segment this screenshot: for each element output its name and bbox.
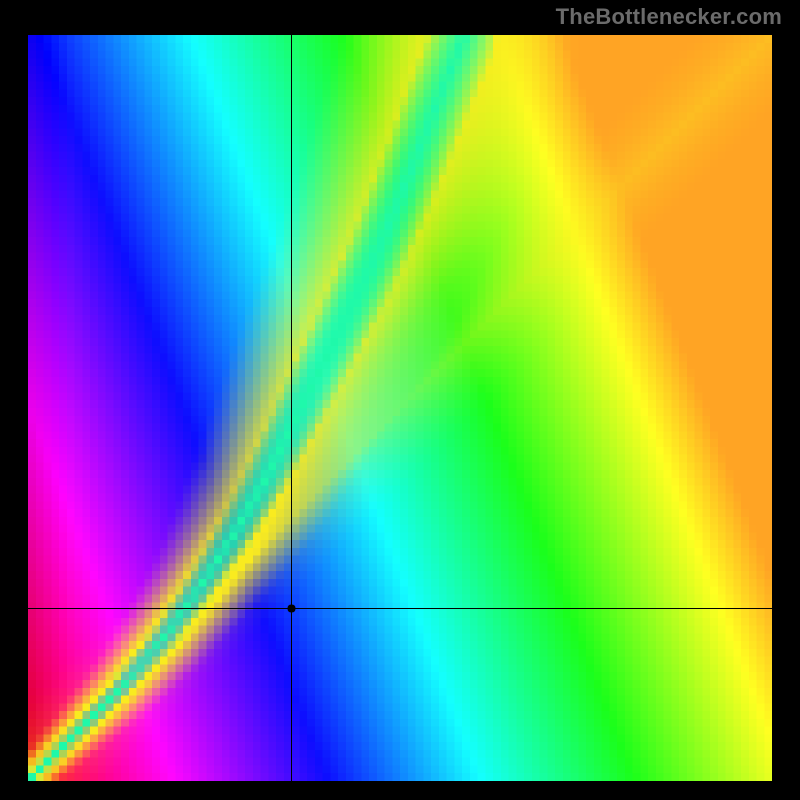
heatmap-plot (28, 35, 772, 781)
crosshair-overlay (28, 35, 772, 781)
chart-container: TheBottlenecker.com (0, 0, 800, 800)
watermark-text: TheBottlenecker.com (556, 4, 782, 30)
